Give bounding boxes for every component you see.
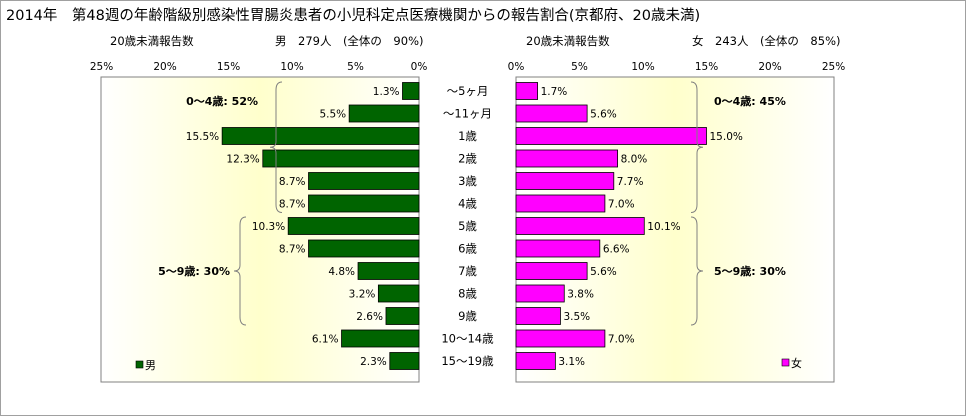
male-bar [287,217,420,235]
group-brace [269,81,283,213]
category-label: 4歳 [458,197,477,211]
category-label: 7歳 [458,264,477,278]
male-header-label: 20歳未満報告数 [110,34,194,48]
female-bar [515,194,606,213]
male-x-tick-label: 10% [280,61,303,73]
female-bar [515,262,588,280]
category-label: 6歳 [458,242,477,256]
male-bar [308,172,420,190]
male-data-label: 1.3% [373,86,400,98]
male-x-tick-label: 20% [153,61,176,73]
female-data-label: 3.5% [563,311,590,323]
female-x-tick-label: 20% [758,61,781,73]
female-bar [515,307,561,325]
female-header-summary: 女 243人 (全体の 85%) [692,34,840,48]
female-bar [515,284,565,303]
male-bar [262,149,420,168]
female-x-tick-label: 25% [822,61,845,73]
male-data-label: 8.7% [279,199,306,211]
group-brace [690,216,704,326]
female-data-label: 3.1% [558,356,585,368]
male-x-tick-label: 5% [347,61,364,73]
category-label: ～5ヶ月 [447,84,489,98]
female-data-label: 5.6% [590,109,617,121]
female-bar [515,239,601,258]
male-bar [402,82,420,100]
male-group-label: 5～9歳: 30% [158,264,230,278]
female-group-label: 0～4歳: 45% [714,94,786,108]
category-label: 15～19歳 [441,354,494,368]
category-label: 8歳 [458,287,477,301]
male-header-summary: 男 279人 (全体の 90%) [275,34,423,48]
male-data-label: 5.5% [319,109,346,121]
male-x-tick-label: 15% [217,61,240,73]
male-data-label: 2.6% [356,311,383,323]
female-data-label: 8.0% [621,154,648,166]
male-data-label: 8.7% [279,176,306,188]
female-data-label: 15.0% [710,131,743,143]
category-label: ～11ヶ月 [443,107,492,121]
group-brace [690,81,704,213]
male-bar [348,104,420,123]
chart-title: 2014年 第48週の年齢階級別感染性胃腸炎患者の小児科定点医療機関からの報告割… [6,6,700,24]
female-data-label: 3.8% [567,289,594,301]
male-data-label: 15.5% [186,131,219,143]
male-group-label: 0～4歳: 52% [186,94,258,108]
female-data-label: 5.6% [590,266,617,278]
female-group-label: 5～9歳: 30% [714,264,786,278]
female-data-label: 6.6% [603,244,630,256]
category-label: 1歳 [458,129,477,143]
male-bar [308,194,420,213]
female-bar [515,217,645,235]
female-data-label: 10.1% [647,221,680,233]
male-data-label: 3.2% [349,289,376,301]
male-bar [308,239,420,258]
female-x-tick-label: 10% [631,61,654,73]
male-data-label: 12.3% [226,154,259,166]
male-bar [385,307,420,325]
female-x-tick-label: 15% [695,61,718,73]
female-data-label: 1.7% [541,86,568,98]
female-bar [515,329,606,348]
female-bar [515,352,556,370]
male-data-label: 6.1% [312,334,339,346]
male-bar [357,262,420,280]
female-legend-swatch [781,358,790,367]
category-label: 10～14歳 [441,332,494,346]
male-bar [341,329,420,348]
male-bar [221,127,420,145]
male-bar [377,284,420,303]
male-data-label: 4.8% [328,266,355,278]
female-bar [515,172,615,190]
female-bar [515,149,618,168]
category-label: 9歳 [458,309,477,323]
female-data-label: 7.0% [608,334,635,346]
female-data-label: 7.7% [617,176,644,188]
female-x-tick-label: 0% [508,61,525,73]
female-bar [515,127,707,145]
male-bar [389,352,420,370]
female-x-tick-label: 5% [571,61,588,73]
group-brace [233,216,247,326]
female-legend-label: 女 [791,356,802,370]
male-x-tick-label: 25% [90,61,113,73]
male-data-label: 8.7% [279,244,306,256]
male-data-label: 10.3% [252,221,285,233]
male-legend-swatch [135,360,144,369]
category-label: 2歳 [458,152,477,166]
category-label: 5歳 [458,219,477,233]
female-header-label: 20歳未満報告数 [526,34,610,48]
male-data-label: 2.3% [360,356,387,368]
category-label: 3歳 [458,174,477,188]
female-data-label: 7.0% [608,199,635,211]
female-bar [515,82,538,100]
male-x-tick-label: 0% [411,61,428,73]
female-bar [515,104,588,123]
male-legend-label: 男 [145,359,156,372]
